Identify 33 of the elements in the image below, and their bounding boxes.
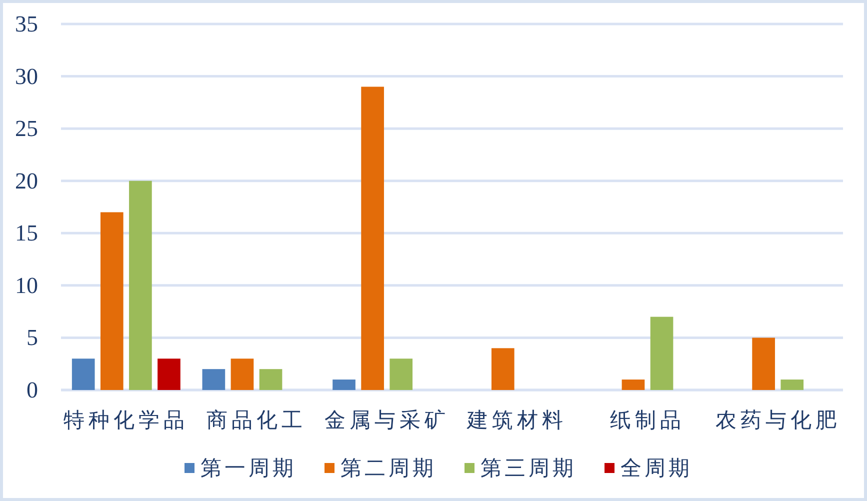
x-tick-label: 建筑材料	[466, 408, 568, 432]
legend-label: 全周期	[620, 456, 692, 480]
bar	[650, 316, 674, 390]
bar	[202, 369, 226, 390]
bar	[259, 369, 282, 390]
bar	[361, 86, 384, 390]
bar	[332, 380, 356, 390]
y-tick-label: 20	[15, 168, 38, 194]
bar	[158, 358, 180, 390]
y-tick-label: 25	[15, 116, 38, 142]
x-tick-label: 农药与化肥	[715, 408, 840, 432]
y-tick-label: 0	[26, 378, 38, 402]
legend-label: 第一周期	[200, 456, 296, 480]
x-tick-label: 商品化工	[206, 408, 306, 432]
x-tick-label: 金属与采矿	[324, 408, 450, 432]
bar	[780, 380, 804, 390]
y-tick-label: 30	[15, 64, 38, 89]
x-tick-label: 纸制品	[610, 408, 685, 432]
bar	[129, 180, 152, 390]
bar	[72, 358, 95, 390]
legend-label: 第二周期	[340, 456, 436, 480]
x-tick-label: 特种化学品	[64, 408, 189, 432]
bar	[622, 380, 645, 390]
y-tick-label: 10	[15, 272, 38, 298]
bar	[491, 348, 514, 390]
y-tick-label: 35	[15, 12, 38, 36]
y-tick-label: 5	[26, 325, 38, 350]
bar	[752, 338, 775, 390]
legend-label: 第三周期	[480, 456, 576, 480]
bar	[230, 358, 254, 390]
bar	[390, 358, 413, 390]
y-tick-label: 15	[15, 220, 38, 246]
bar	[100, 212, 124, 390]
